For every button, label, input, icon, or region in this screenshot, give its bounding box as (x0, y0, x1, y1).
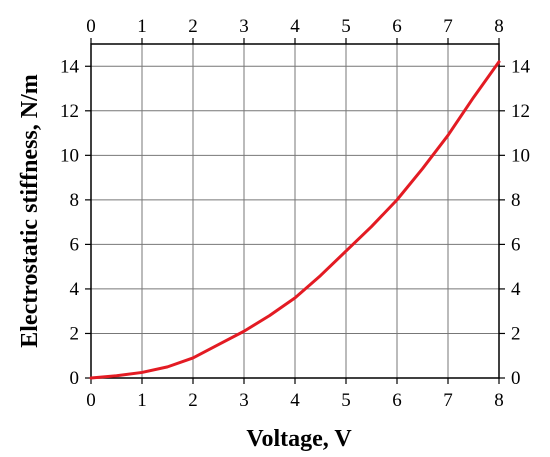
y-tick-label-right: 10 (511, 145, 530, 166)
y-tick-label-right: 4 (511, 279, 521, 300)
x-tick-label-top: 4 (290, 16, 300, 37)
y-tick-label-right: 14 (511, 56, 531, 77)
y-tick-label-right: 8 (511, 190, 521, 211)
y-tick-label-right: 12 (511, 101, 530, 122)
y-tick-label-left: 4 (70, 279, 80, 300)
x-tick-label-bottom: 0 (86, 390, 96, 411)
y-tick-label-left: 6 (70, 234, 80, 255)
axis-ticks (85, 38, 505, 384)
y-tick-label-left: 12 (60, 101, 79, 122)
y-tick-label-left: 14 (60, 56, 80, 77)
y-tick-label-right: 6 (511, 234, 521, 255)
y-tick-label-right: 0 (511, 368, 521, 389)
x-tick-label-bottom: 4 (290, 390, 300, 411)
y-axis-label: Electrostatic stiffness, N/m (17, 74, 43, 348)
y-tick-label-left: 0 (70, 368, 80, 389)
x-tick-label-top: 2 (188, 16, 198, 37)
x-tick-label-top: 7 (443, 16, 453, 37)
y-tick-label-left: 8 (70, 190, 80, 211)
x-tick-label-bottom: 6 (392, 390, 402, 411)
x-tick-label-top: 1 (137, 16, 147, 37)
x-tick-label-bottom: 7 (443, 390, 453, 411)
x-tick-label-bottom: 8 (494, 390, 504, 411)
x-tick-label-top: 3 (239, 16, 249, 37)
x-axis-label: Voltage, V (246, 426, 352, 452)
series-line (89, 60, 501, 380)
x-tick-label-top: 6 (392, 16, 402, 37)
x-tick-label-top: 5 (341, 16, 351, 37)
x-tick-label-bottom: 3 (239, 390, 249, 411)
y-tick-label-right: 2 (511, 323, 521, 344)
x-tick-label-top: 0 (86, 16, 96, 37)
x-tick-label-bottom: 2 (188, 390, 198, 411)
grid (90, 44, 500, 379)
x-tick-label-top: 8 (494, 16, 504, 37)
x-tick-label-bottom: 1 (137, 390, 147, 411)
y-tick-label-left: 2 (70, 323, 80, 344)
x-tick-label-bottom: 5 (341, 390, 351, 411)
y-tick-label-left: 10 (60, 145, 79, 166)
series-group (89, 60, 501, 380)
